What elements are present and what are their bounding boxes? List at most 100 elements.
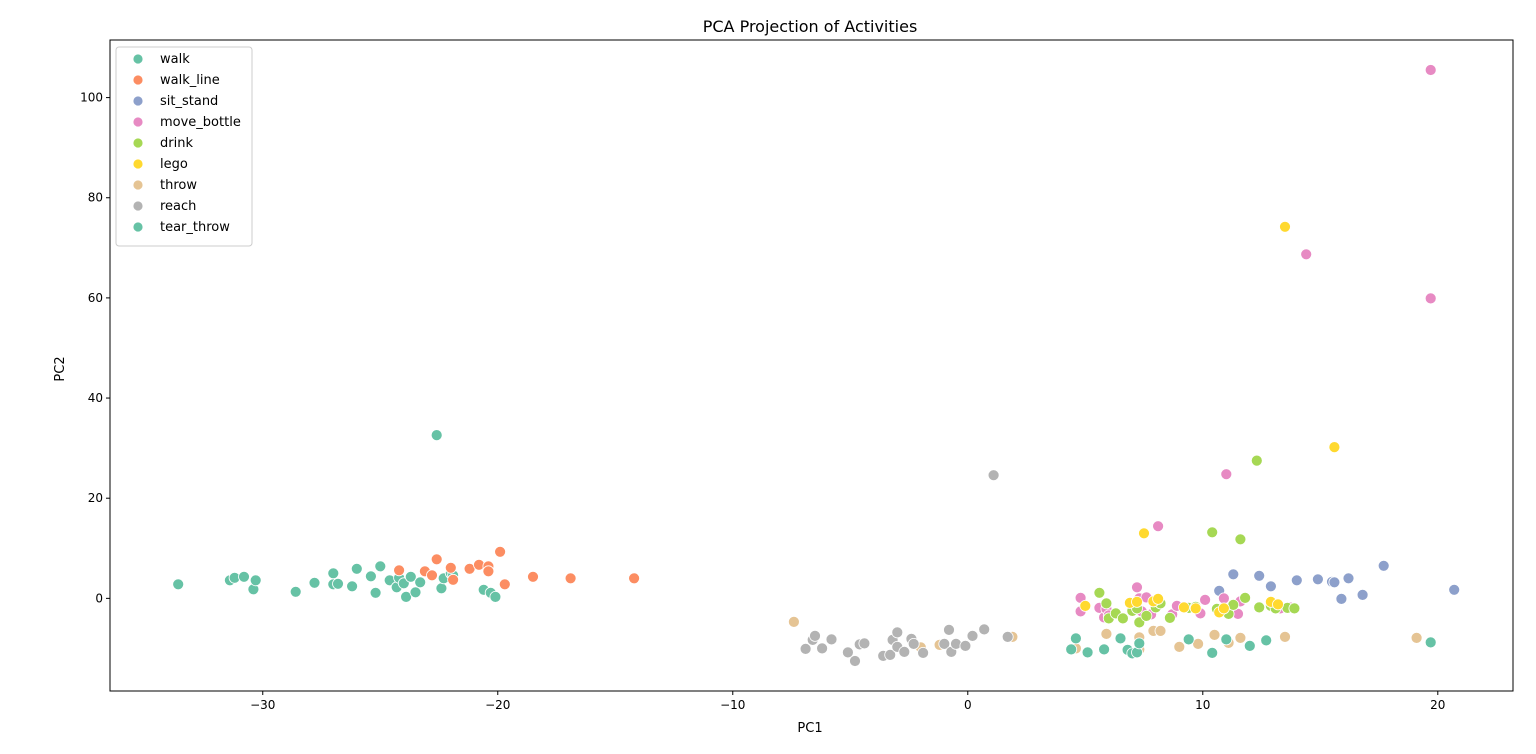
x-tick-label: −20	[485, 698, 510, 712]
point-lego	[1218, 602, 1230, 615]
point-walk	[289, 585, 302, 598]
point-sit-stand	[1356, 589, 1369, 601]
point-tear-throw	[1133, 637, 1146, 650]
point-lego	[1138, 527, 1150, 540]
point-walk-line	[444, 561, 457, 574]
point-sit-stand	[1290, 574, 1303, 587]
point-move-bottle	[1424, 64, 1437, 76]
point-reach	[891, 626, 904, 639]
legend-label: lego	[160, 157, 188, 172]
point-walk	[430, 429, 443, 442]
x-tick-label: 10	[1195, 698, 1210, 712]
point-sit-stand	[1312, 573, 1324, 586]
point-walk-line	[426, 569, 438, 582]
y-tick-label: 60	[88, 291, 103, 305]
point-walk	[489, 591, 502, 603]
legend-marker	[132, 53, 144, 65]
y-tick-label: 100	[80, 91, 103, 105]
point-walk	[400, 591, 413, 603]
point-move-bottle	[1424, 292, 1437, 305]
legend-marker	[132, 95, 144, 107]
point-walk	[332, 577, 344, 590]
point-reach	[799, 643, 812, 655]
x-tick-label: −30	[250, 698, 275, 712]
point-lego	[1272, 598, 1284, 611]
point-drink	[1239, 592, 1251, 604]
point-sit-stand	[1265, 580, 1277, 593]
point-reach	[966, 630, 979, 642]
point-tear-throw	[1424, 636, 1437, 649]
x-tick-label: −10	[720, 698, 745, 712]
legend-marker	[132, 74, 144, 86]
point-reach	[943, 624, 955, 636]
point-walk	[308, 576, 321, 589]
legend-marker	[132, 116, 144, 128]
point-drink	[1117, 612, 1129, 625]
point-move-bottle	[1300, 248, 1313, 261]
point-walk-line	[494, 545, 507, 558]
point-lego	[1079, 600, 1092, 612]
legend-label: reach	[160, 199, 196, 214]
point-tear-throw	[1114, 632, 1127, 645]
point-walk	[409, 586, 422, 599]
point-move-bottle	[1220, 468, 1233, 481]
point-walk	[350, 562, 363, 575]
point-drink	[1093, 586, 1106, 599]
legend-label: tear_throw	[160, 220, 230, 235]
legend-marker	[132, 221, 144, 233]
x-tick-label: 20	[1430, 698, 1445, 712]
point-sit-stand	[1227, 568, 1240, 581]
point-sit-stand	[1253, 569, 1266, 582]
point-reach	[978, 623, 991, 636]
point-sit-stand	[1328, 576, 1341, 589]
legend-label: sit_stand	[160, 94, 218, 109]
point-throw	[1208, 629, 1221, 641]
point-throw	[1154, 625, 1167, 637]
x-tick-label: 0	[964, 698, 972, 712]
legend-label: walk_line	[160, 73, 220, 88]
point-reach	[858, 637, 871, 650]
point-tear-throw	[1081, 646, 1094, 659]
point-reach	[1001, 631, 1014, 643]
point-tear-throw	[1260, 634, 1273, 647]
point-reach	[987, 469, 1000, 482]
legend-label: drink	[160, 136, 193, 151]
point-reach	[959, 640, 972, 652]
point-tear-throw	[1070, 632, 1082, 645]
legend-marker	[132, 179, 144, 191]
point-move-bottle	[1131, 581, 1143, 594]
y-axis-label: PC2	[53, 356, 68, 381]
point-lego	[1189, 602, 1202, 615]
point-throw	[1234, 632, 1247, 644]
x-axis: −30 −20 −10 0 10 20	[250, 691, 1445, 712]
point-reach	[898, 646, 911, 658]
legend-box	[115, 46, 253, 247]
legend-marker	[132, 200, 144, 212]
y-tick-label: 40	[88, 391, 103, 405]
point-tear-throw	[1098, 643, 1110, 656]
point-walk-line	[447, 573, 460, 586]
point-reach	[842, 646, 854, 659]
point-tear-throw	[1065, 643, 1078, 656]
legend-label: throw	[160, 178, 197, 193]
point-drink	[1140, 610, 1153, 622]
point-sit-stand	[1448, 583, 1461, 596]
point-walk	[414, 576, 427, 589]
legend-label: move_bottle	[160, 115, 241, 130]
point-walk	[404, 570, 417, 583]
point-drink	[1100, 597, 1113, 610]
point-walk-line	[430, 553, 443, 566]
point-move-bottle	[1218, 592, 1230, 605]
chart-title: PCA Projection of Activities	[703, 17, 918, 36]
point-move-bottle	[1199, 594, 1211, 606]
point-lego	[1131, 596, 1143, 608]
point-throw	[1410, 632, 1423, 644]
point-reach	[849, 655, 861, 667]
point-drink	[1234, 533, 1247, 546]
point-throw	[1100, 628, 1113, 640]
x-axis-label: PC1	[797, 721, 822, 736]
point-reach	[907, 638, 920, 650]
point-drink	[1206, 526, 1219, 539]
point-throw	[788, 616, 800, 628]
